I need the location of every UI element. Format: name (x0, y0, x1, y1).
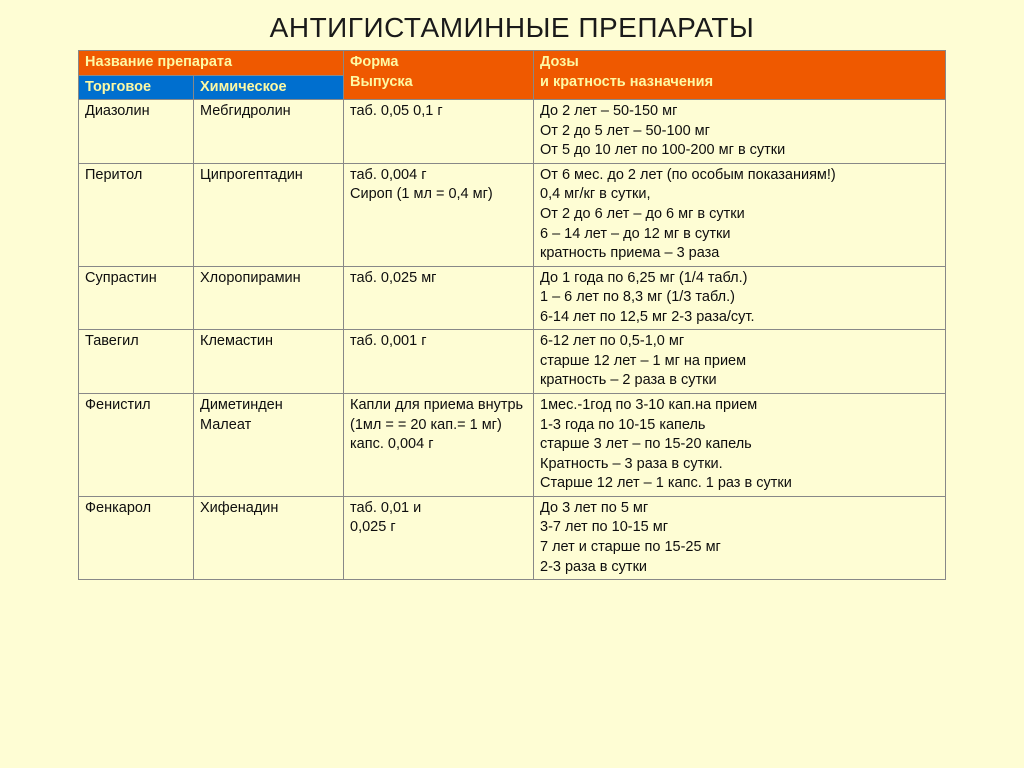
table-row: ФенкаролХифенадинтаб. 0,01 и0,025 гДо 3 … (79, 496, 946, 579)
slide-page: АНТИГИСТАМИННЫЕ ПРЕПАРАТЫ Название препа… (0, 0, 1024, 768)
table-row: ТавегилКлемастинтаб. 0,001 г6-12 лет по … (79, 330, 946, 394)
cell-chem: Мебгидролин (194, 100, 344, 164)
cell-form: таб. 0,004 гСироп (1 мл = 0,4 мг) (344, 163, 534, 266)
hdr-form: Форма Выпуска (344, 51, 534, 100)
cell-dose: 6-12 лет по 0,5-1,0 мгстарше 12 лет – 1 … (534, 330, 946, 394)
cell-dose: 1мес.-1год по 3-10 кап.на прием1-3 года … (534, 394, 946, 497)
cell-dose: До 1 года по 6,25 мг (1/4 табл.)1 – 6 ле… (534, 266, 946, 330)
table-body: ДиазолинМебгидролинтаб. 0,05 0,1 гДо 2 л… (79, 100, 946, 580)
hdr-dose: Дозы и кратность назначения (534, 51, 946, 100)
cell-trade: Перитол (79, 163, 194, 266)
cell-chem: Хлоропирамин (194, 266, 344, 330)
hdr-trade: Торговое (79, 75, 194, 100)
antihistamines-table: Название препарата Форма Выпуска Дозы и … (78, 50, 946, 580)
table-row: ПеритолЦипрогептадинтаб. 0,004 гСироп (1… (79, 163, 946, 266)
hdr-dose-l2: и кратность назначения (540, 74, 713, 90)
cell-chem: Хифенадин (194, 496, 344, 579)
cell-dose: До 2 лет – 50-150 мгОт 2 до 5 лет – 50-1… (534, 100, 946, 164)
cell-form: Капли для приема внутрь(1мл = = 20 кап.=… (344, 394, 534, 497)
cell-dose: От 6 мес. до 2 лет (по особым показаниям… (534, 163, 946, 266)
hdr-name: Название препарата (79, 51, 344, 76)
cell-chem: Клемастин (194, 330, 344, 394)
cell-trade: Фенкарол (79, 496, 194, 579)
table-row: ФенистилДиметинден МалеатКапли для прием… (79, 394, 946, 497)
cell-chem: Ципрогептадин (194, 163, 344, 266)
hdr-chem: Химическое (194, 75, 344, 100)
table-header: Название препарата Форма Выпуска Дозы и … (79, 51, 946, 100)
hdr-form-l1: Форма (350, 54, 399, 70)
cell-dose: До 3 лет по 5 мг3-7 лет по 10-15 мг7 лет… (534, 496, 946, 579)
cell-trade: Тавегил (79, 330, 194, 394)
cell-chem: Диметинден Малеат (194, 394, 344, 497)
table-row: СупрастинХлоропираминтаб. 0,025 мгДо 1 г… (79, 266, 946, 330)
hdr-dose-l1: Дозы (540, 54, 579, 70)
cell-trade: Фенистил (79, 394, 194, 497)
hdr-form-l2: Выпуска (350, 74, 413, 90)
cell-form: таб. 0,001 г (344, 330, 534, 394)
cell-trade: Супрастин (79, 266, 194, 330)
table-row: ДиазолинМебгидролинтаб. 0,05 0,1 гДо 2 л… (79, 100, 946, 164)
cell-form: таб. 0,05 0,1 г (344, 100, 534, 164)
cell-trade: Диазолин (79, 100, 194, 164)
cell-form: таб. 0,01 и0,025 г (344, 496, 534, 579)
page-title: АНТИГИСТАМИННЫЕ ПРЕПАРАТЫ (78, 12, 946, 44)
cell-form: таб. 0,025 мг (344, 266, 534, 330)
